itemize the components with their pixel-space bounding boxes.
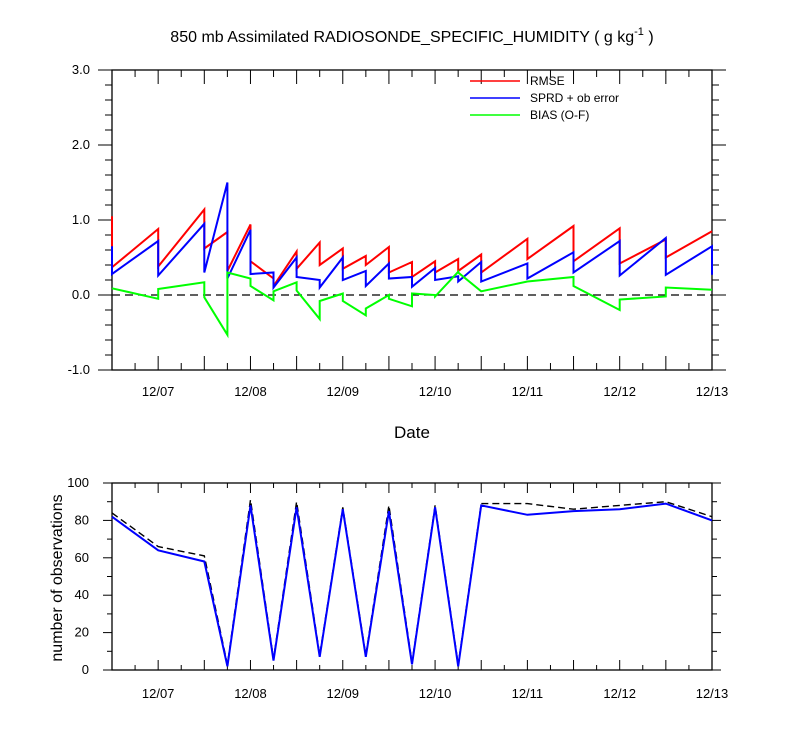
top-x-tick-label: 12/09 [326, 384, 359, 399]
chart-title: 850 mb Assimilated RADIOSONDE_SPECIFIC_H… [170, 26, 653, 46]
top-x-tick-label: 12/13 [696, 384, 729, 399]
top-x-tick-label: 12/08 [234, 384, 267, 399]
legend-label-sprd: SPRD + ob error [530, 91, 619, 105]
top-y-tick-label: 2.0 [72, 137, 90, 152]
top-panel: 12/07 12/08 12/09 12/10 12/11 12/12 12/13 -1.0 0… [68, 62, 729, 399]
bottom-series-assimilated [111, 502, 713, 667]
chart-title-sup: -1 [634, 26, 644, 38]
top-x-tick-label: 12/11 [512, 384, 544, 399]
bottom-x-tick-label: 12/13 [696, 686, 729, 701]
top-x-tick-label: 12/12 [603, 384, 636, 399]
top-series-bias-o-f [111, 269, 713, 339]
bottom-x-tick-label: 12/10 [419, 686, 452, 701]
bottom-series-possible [111, 499, 713, 665]
bottom-y-tick-label: 20 [75, 625, 89, 640]
top-y-tick-label: 0.0 [72, 287, 90, 302]
bottom-y-tick-label: 100 [67, 475, 89, 490]
bottom-x-tick-label: 12/12 [603, 686, 636, 701]
bottom-y-axis-label: number of observations [49, 494, 66, 661]
bottom-y-tick-label: 60 [75, 550, 89, 565]
bottom-plot-frame [111, 482, 713, 671]
legend-label-bias: BIAS (O-F) [530, 108, 589, 122]
top-plot-frame [111, 69, 713, 371]
top-x-tick-label: 12/07 [142, 384, 175, 399]
bottom-x-tick-label: 12/11 [512, 686, 544, 701]
bottom-x-tick-label: 12/09 [326, 686, 359, 701]
top-y-tick-label: 3.0 [72, 62, 90, 77]
top-y-tick-label: -1.0 [68, 362, 90, 377]
bottom-y-tick-label: 80 [75, 512, 89, 527]
chart-title-main: 850 mb Assimilated RADIOSONDE_SPECIFIC_H… [170, 29, 634, 46]
top-x-tick-label: 12/10 [419, 384, 452, 399]
bottom-panel: 12/07 12/08 12/09 12/10 12/11 12/12 12/13 0 20 40… [67, 475, 728, 701]
top-x-axis-label: Date [394, 423, 430, 442]
top-series-sprd-ob-error [111, 182, 713, 291]
bottom-x-tick-label: 12/08 [234, 686, 267, 701]
legend-label-rmse: RMSE [530, 74, 565, 88]
bottom-y-tick-label: 40 [75, 587, 89, 602]
bottom-y-tick-label: 0 [82, 662, 89, 677]
chart-title-end: ) [644, 29, 654, 46]
bottom-x-tick-label: 12/07 [142, 686, 175, 701]
top-y-tick-label: 1.0 [72, 212, 90, 227]
legend: RMSE SPRD + ob error BIAS (O-F) [470, 74, 619, 122]
